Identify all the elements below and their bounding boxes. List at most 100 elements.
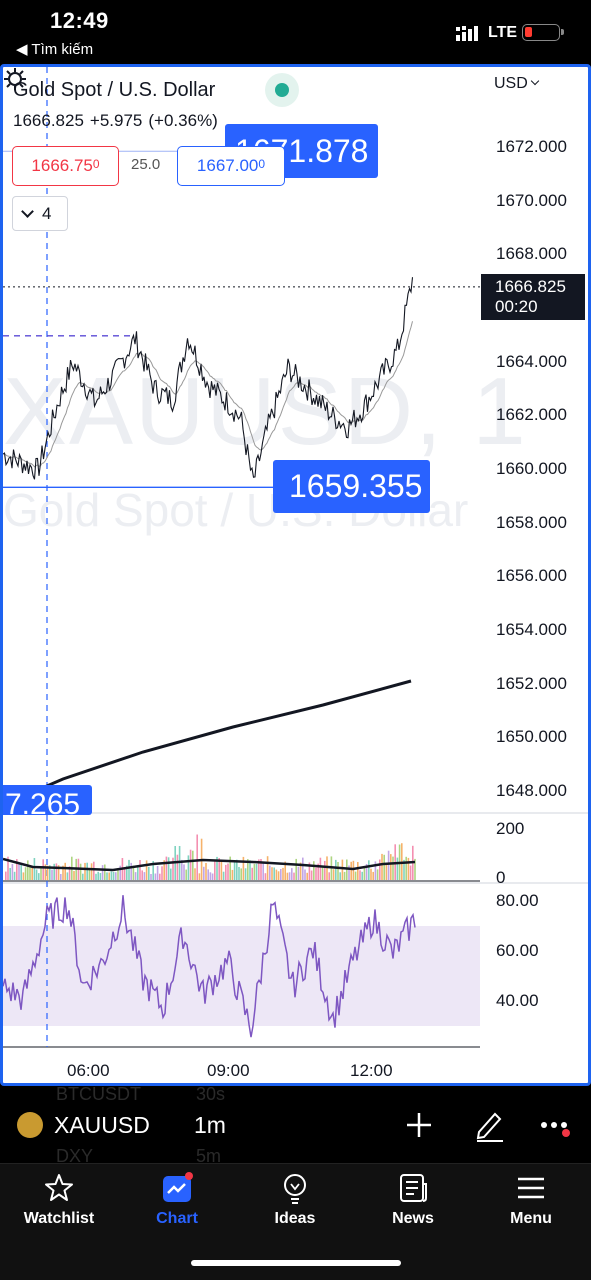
volume-bar: [163, 860, 165, 880]
volume-bar: [337, 862, 339, 880]
volume-bar: [108, 872, 110, 880]
tab-chart[interactable]: Chart: [118, 1164, 236, 1244]
volume-bar: [64, 862, 66, 880]
volume-bar: [249, 860, 251, 880]
volume-bar: [390, 854, 392, 880]
indicators-toggle-button[interactable]: 4: [12, 196, 68, 231]
volume-bar: [42, 859, 44, 880]
next-interval-hint: 5m: [196, 1146, 222, 1166]
volume-bar: [392, 856, 394, 880]
volume-bar: [409, 865, 412, 880]
settings-gear-icon[interactable]: [3, 67, 27, 91]
volume-bar: [154, 873, 157, 880]
price-tick: 1654.000: [496, 620, 567, 639]
volume-bar: [273, 867, 275, 880]
plus-icon[interactable]: [404, 1110, 434, 1140]
volume-bar: [387, 850, 390, 880]
last-price-axis-value: 1666.825: [495, 277, 566, 296]
volume-bar: [11, 864, 14, 880]
more-options-icon[interactable]: [538, 1110, 572, 1140]
volume-bar: [143, 872, 146, 880]
volume-bar: [82, 873, 84, 880]
buy-price: 1667.00: [196, 156, 259, 175]
volume-bar: [302, 857, 304, 880]
volume-bar: [324, 860, 326, 880]
volume-bar: [90, 863, 93, 880]
volume-bar: [51, 869, 53, 880]
volume-bar: [269, 865, 271, 880]
rsi-tick: 80.00: [496, 891, 539, 910]
price-tick: 1660.000: [496, 459, 567, 478]
tab-label: News: [392, 1210, 434, 1227]
price-tick: 1664.000: [496, 351, 567, 371]
rsi-tick: 40.00: [496, 991, 539, 1010]
price-tick: 1670.000: [496, 190, 567, 210]
buy-button[interactable]: 1667.000: [177, 146, 285, 186]
tab-ideas[interactable]: Ideas: [236, 1164, 354, 1244]
volume-bar: [376, 869, 379, 880]
market-open-indicator: [265, 73, 299, 107]
volume-bar: [152, 861, 154, 880]
home-indicator: [191, 1260, 401, 1266]
symbol-title[interactable]: Gold Spot / U.S. Dollar: [13, 79, 216, 101]
tab-menu[interactable]: Menu: [472, 1164, 590, 1244]
volume-bar: [13, 871, 16, 880]
back-to-search-link[interactable]: ◀ Tìm kiếm: [16, 41, 94, 58]
volume-bar: [20, 863, 22, 880]
rsi-band: [3, 926, 480, 1026]
volume-bar: [315, 867, 317, 880]
volume-bar: [414, 858, 416, 880]
prev-interval-hint: 30s: [196, 1084, 226, 1104]
newspaper-icon: [400, 1174, 427, 1202]
chart-canvas[interactable]: [3, 67, 588, 1083]
volume-bar: [181, 859, 183, 880]
volume-bar: [299, 862, 302, 880]
battery-icon: [522, 24, 564, 41]
moving-average-marker: 7.265: [3, 785, 92, 815]
volume-bar: [343, 871, 346, 880]
tab-news[interactable]: News: [354, 1164, 472, 1244]
volume-bar: [317, 863, 319, 880]
volume-bar: [194, 868, 196, 880]
volume-bar: [282, 867, 284, 880]
volume-bar: [295, 858, 297, 880]
volume-bar: [368, 860, 370, 880]
currency-selector[interactable]: USD: [494, 75, 540, 93]
clock: 12:49: [50, 8, 109, 33]
volume-bar: [335, 859, 337, 880]
volume-bar: [93, 861, 95, 880]
volume-bar: [385, 864, 388, 880]
hamburger-icon: [518, 1177, 544, 1199]
volume-bar: [112, 872, 115, 880]
volume-bar: [31, 866, 33, 880]
volume-bar: [383, 854, 385, 880]
volume-bar: [185, 869, 187, 880]
volume-bar: [365, 864, 368, 880]
volume-bar: [207, 869, 209, 880]
volume-bar: [66, 872, 69, 880]
tab-watchlist[interactable]: Watchlist: [0, 1164, 118, 1244]
lightbulb-icon: [284, 1174, 306, 1204]
volume-bar: [145, 860, 148, 880]
drawing-pen-icon[interactable]: [473, 1108, 505, 1142]
chart-panel[interactable]: XAUUSD, 1 Gold Spot / U.S. Dollar Gold S…: [0, 64, 591, 1086]
volume-bar: [236, 859, 238, 880]
spread-value: 25.0: [131, 156, 161, 173]
volume-bar: [24, 867, 27, 880]
interval-selector[interactable]: 1m: [194, 1112, 226, 1138]
tab-label: Menu: [510, 1210, 552, 1227]
volume-bar: [150, 874, 152, 880]
volume-bar: [126, 865, 128, 880]
sell-button[interactable]: 1666.750: [12, 146, 119, 186]
volume-bar: [220, 861, 223, 880]
volume-bar: [86, 862, 88, 880]
volume-bar: [218, 858, 220, 880]
volume-bar: [328, 872, 330, 880]
volume-bar: [403, 859, 405, 880]
volume-bar: [110, 871, 113, 880]
volume-bar: [68, 866, 71, 880]
volume-bar: [16, 859, 18, 880]
volume-tick: 200: [496, 819, 525, 838]
volume-bar: [291, 868, 293, 880]
symbol-selector[interactable]: XAUUSD: [54, 1112, 150, 1138]
